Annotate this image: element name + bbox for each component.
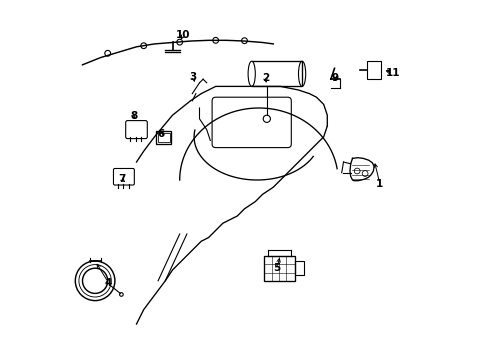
- Text: 10: 10: [176, 30, 190, 40]
- Text: 8: 8: [130, 111, 137, 121]
- Bar: [264, 256, 294, 281]
- Bar: [294, 261, 303, 275]
- Text: 7: 7: [118, 174, 125, 184]
- Bar: [251, 61, 302, 86]
- Text: 3: 3: [189, 72, 197, 82]
- Bar: [158, 133, 169, 142]
- Circle shape: [263, 115, 270, 122]
- Circle shape: [120, 293, 123, 296]
- Text: 1: 1: [375, 179, 383, 189]
- Bar: [156, 131, 171, 144]
- Text: 9: 9: [331, 73, 338, 83]
- Text: 4: 4: [104, 278, 112, 288]
- Text: 6: 6: [157, 129, 164, 139]
- Text: 2: 2: [261, 73, 268, 84]
- Ellipse shape: [247, 61, 255, 86]
- Text: 5: 5: [273, 263, 280, 273]
- Bar: [366, 61, 381, 79]
- Text: 11: 11: [385, 68, 399, 78]
